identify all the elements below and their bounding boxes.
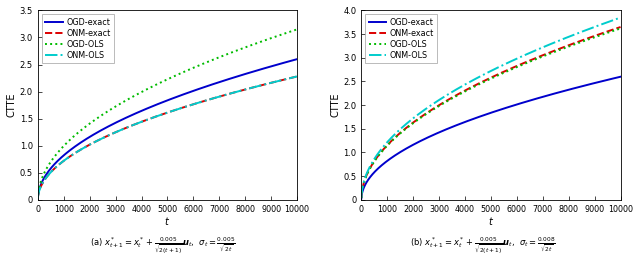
ONM-exact xyxy=(484,77,492,81)
OGD-OLS xyxy=(617,27,625,30)
ONM-exact xyxy=(293,75,301,78)
OGD-exact xyxy=(161,100,168,103)
Line: OGD-OLS: OGD-OLS xyxy=(38,29,297,198)
Line: OGD-OLS: OGD-OLS xyxy=(362,28,621,198)
Text: (b) $x^*_{t+1} = x^*_t + \frac{0.005}{\sqrt{2(t+1)}}\boldsymbol{u}_t$,  $\sigma_: (b) $x^*_{t+1} = x^*_t + \frac{0.005}{\s… xyxy=(410,236,556,257)
OGD-OLS xyxy=(373,156,381,159)
Legend: OGD-exact, ONM-exact, OGD-OLS, ONM-OLS: OGD-exact, ONM-exact, OGD-OLS, ONM-OLS xyxy=(42,15,113,63)
ONM-OLS xyxy=(35,190,43,193)
ONM-OLS xyxy=(85,144,93,147)
Line: ONM-OLS: ONM-OLS xyxy=(362,17,621,198)
ONM-OLS xyxy=(408,118,416,121)
ONM-OLS xyxy=(617,16,625,19)
OGD-OLS xyxy=(358,187,366,190)
ONM-OLS xyxy=(34,197,42,200)
OGD-OLS xyxy=(35,187,43,190)
OGD-exact xyxy=(358,190,366,193)
X-axis label: $t$: $t$ xyxy=(164,215,170,227)
Line: ONM-exact: ONM-exact xyxy=(38,76,297,199)
OGD-OLS xyxy=(408,122,416,126)
ONM-OLS xyxy=(484,71,492,74)
ONM-exact xyxy=(368,163,376,166)
OGD-exact xyxy=(280,61,287,64)
OGD-OLS xyxy=(603,31,611,35)
OGD-exact xyxy=(617,75,625,78)
ONM-exact xyxy=(603,30,611,33)
X-axis label: $t$: $t$ xyxy=(488,215,494,227)
ONM-OLS xyxy=(373,154,381,157)
OGD-OLS xyxy=(85,123,93,126)
ONM-OLS xyxy=(293,75,301,78)
ONM-OLS xyxy=(280,78,287,81)
OGD-OLS xyxy=(34,197,42,200)
Y-axis label: CTTE: CTTE xyxy=(330,93,340,117)
ONM-exact xyxy=(358,197,365,200)
OGD-exact xyxy=(408,144,416,147)
ONM-exact xyxy=(49,168,57,171)
OGD-OLS xyxy=(161,79,168,82)
ONM-OLS xyxy=(49,168,57,171)
OGD-exact xyxy=(358,197,365,200)
OGD-OLS xyxy=(484,79,492,82)
ONM-exact xyxy=(85,144,93,147)
ONM-exact xyxy=(35,190,43,193)
ONM-OLS xyxy=(603,21,611,24)
OGD-exact xyxy=(293,57,301,61)
Line: ONM-exact: ONM-exact xyxy=(362,27,621,198)
ONM-exact xyxy=(45,173,52,176)
ONM-OLS xyxy=(358,196,365,199)
OGD-OLS xyxy=(368,163,376,166)
OGD-OLS xyxy=(49,157,57,160)
ONM-exact xyxy=(280,78,287,81)
OGD-exact xyxy=(373,168,381,171)
OGD-exact xyxy=(49,164,57,167)
OGD-exact xyxy=(34,197,42,200)
OGD-OLS xyxy=(358,197,365,200)
OGD-exact xyxy=(35,189,43,192)
Legend: OGD-exact, ONM-exact, OGD-OLS, ONM-OLS: OGD-exact, ONM-exact, OGD-OLS, ONM-OLS xyxy=(365,15,437,63)
Text: (a) $x^*_{t+1} = x^*_t + \frac{0.005}{\sqrt{2(t+1)}}\boldsymbol{u}_t$,  $\sigma_: (a) $x^*_{t+1} = x^*_t + \frac{0.005}{\s… xyxy=(90,236,236,257)
ONM-OLS xyxy=(358,186,366,189)
OGD-exact xyxy=(45,170,52,173)
Line: OGD-exact: OGD-exact xyxy=(362,77,621,199)
ONM-exact xyxy=(161,112,168,115)
OGD-OLS xyxy=(280,32,287,36)
OGD-exact xyxy=(484,112,492,115)
ONM-OLS xyxy=(45,173,52,176)
ONM-exact xyxy=(358,186,366,190)
OGD-exact xyxy=(85,136,93,139)
ONM-exact xyxy=(408,122,416,125)
OGD-OLS xyxy=(293,28,301,31)
ONM-exact xyxy=(373,156,381,159)
ONM-exact xyxy=(34,197,42,200)
ONM-OLS xyxy=(161,112,168,115)
Line: OGD-exact: OGD-exact xyxy=(38,59,297,198)
OGD-OLS xyxy=(45,164,52,167)
OGD-exact xyxy=(603,79,611,82)
Y-axis label: CTTE: CTTE xyxy=(7,93,17,117)
OGD-exact xyxy=(368,173,376,176)
ONM-OLS xyxy=(368,161,376,164)
Line: ONM-OLS: ONM-OLS xyxy=(38,76,297,199)
ONM-exact xyxy=(617,25,625,29)
